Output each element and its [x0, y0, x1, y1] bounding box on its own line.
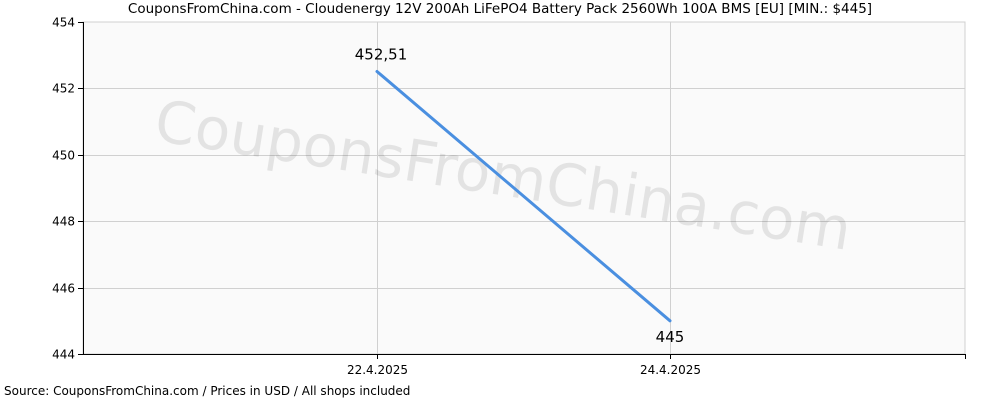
data-label: 452,51 [355, 45, 408, 63]
series-layer [375, 70, 672, 323]
y-tick-label: 452 [52, 82, 75, 96]
plot-area [82, 21, 966, 355]
axes: 444 446 448 450 452 454 22.4.2025 24.4.2025 [52, 16, 966, 377]
chart-title: CouponsFromChina.com - Cloudenergy 12V 2… [127, 1, 873, 17]
labels: 452,51 445 [355, 45, 685, 345]
y-tick-label: 454 [52, 16, 75, 30]
y-tick-label: 448 [52, 215, 75, 229]
chart-source-note: Source: CouponsFromChina.com / Prices in… [4, 384, 411, 398]
x-tick-label: 22.4.2025 [347, 363, 408, 377]
y-tick-label: 444 [52, 348, 75, 362]
price-line [375, 70, 672, 323]
x-tick-label: 24.4.2025 [640, 363, 701, 377]
y-tick-label: 450 [52, 149, 75, 163]
data-label: 445 [656, 328, 685, 346]
grid-lines [83, 22, 965, 354]
y-tick-label: 446 [52, 282, 75, 296]
